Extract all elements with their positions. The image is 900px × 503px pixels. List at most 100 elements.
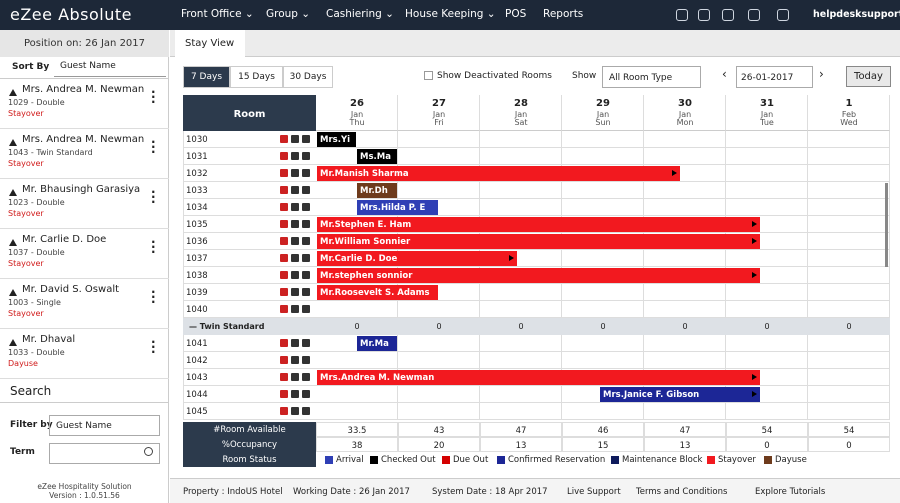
cell[interactable] [808,301,890,318]
prev[interactable]: ‹ [722,67,727,81]
cell[interactable] [398,182,480,199]
cell[interactable] [644,335,726,352]
cell[interactable] [480,148,562,165]
cell[interactable] [726,199,808,216]
nav-item[interactable]: Front Office ⌄ [181,8,254,20]
guest-name[interactable]: Mr. David S. Oswalt [22,284,120,295]
cell[interactable] [316,386,398,403]
cell[interactable] [808,199,890,216]
view-button[interactable]: 7 Days [183,66,230,88]
cell[interactable] [808,182,890,199]
cell[interactable] [316,131,398,148]
cell[interactable] [726,148,808,165]
nav-item[interactable]: Cashiering ⌄ [326,8,394,20]
cell[interactable] [726,131,808,148]
cell[interactable] [808,216,890,233]
cell[interactable] [562,352,644,369]
room-type-select[interactable]: All Room Type [602,66,701,88]
cell[interactable] [808,148,890,165]
top-icon[interactable] [698,9,710,21]
kebab[interactable]: · · · [151,285,156,309]
cell[interactable] [316,335,398,352]
cell[interactable] [562,148,644,165]
nav-item[interactable]: House Keeping ⌄ [405,8,496,20]
cell[interactable] [726,335,808,352]
cell[interactable] [644,301,726,318]
cell[interactable] [562,250,644,267]
cell[interactable] [644,250,726,267]
cell[interactable] [808,352,890,369]
cell[interactable] [726,216,808,233]
cell[interactable] [808,267,890,284]
kebab[interactable]: · · · [151,135,156,159]
cell[interactable] [480,301,562,318]
guest-name[interactable]: Mr. Bhausingh Garasiya [22,184,141,195]
cell[interactable] [398,284,480,301]
cell[interactable] [808,369,890,386]
booking[interactable]: Ms.Ma [357,149,397,164]
next[interactable]: › [819,67,824,81]
cell[interactable] [726,250,808,267]
kebab[interactable]: · · · [151,335,156,359]
term-input[interactable] [49,443,160,464]
status-item[interactable]: Terms and Conditions [636,487,728,497]
cell[interactable] [808,284,890,301]
cell[interactable] [480,352,562,369]
booking[interactable]: Mr.Stephen E. Ham [317,217,760,232]
cell[interactable] [316,352,398,369]
cell[interactable] [398,403,480,420]
top-icon[interactable] [722,9,734,21]
cell[interactable] [480,199,562,216]
cell[interactable] [480,250,562,267]
nav-item[interactable]: Reports [543,8,584,20]
nav-item[interactable]: Group ⌄ [266,8,311,20]
cell[interactable] [808,250,890,267]
cell[interactable] [644,148,726,165]
booking[interactable]: Mrs.Yi [317,132,356,147]
cell[interactable] [726,233,808,250]
nav-item[interactable]: POS [505,8,527,20]
booking[interactable]: Mr.William Sonnier [317,234,760,249]
user-menu[interactable]: helpdesksupport [813,9,900,20]
cell[interactable] [644,165,726,182]
cell[interactable] [808,386,890,403]
tab[interactable]: Stay View [175,30,245,58]
cell[interactable] [480,284,562,301]
cell[interactable] [644,199,726,216]
cell[interactable] [726,165,808,182]
cell[interactable] [398,352,480,369]
date-input[interactable]: 26-01-2017 [736,66,813,88]
guest-name[interactable]: Mrs. Andrea M. Newman [22,84,145,95]
cell[interactable] [398,386,480,403]
cell[interactable] [726,386,808,403]
cell[interactable] [316,403,398,420]
cell[interactable] [398,301,480,318]
cell[interactable] [644,352,726,369]
cell[interactable] [480,386,562,403]
top-icon[interactable] [748,9,760,21]
booking[interactable]: Mrs.Andrea M. Newman [317,370,760,385]
cell[interactable] [726,267,808,284]
cell[interactable] [726,352,808,369]
booking[interactable]: Mr.Ma [357,336,397,351]
cell[interactable] [726,403,808,420]
cell[interactable] [480,403,562,420]
booking[interactable]: Mr.Dh [357,183,397,198]
cell[interactable] [562,301,644,318]
view-button[interactable]: 15 Days [230,66,283,88]
cell[interactable] [480,335,562,352]
cell[interactable] [562,403,644,420]
cell[interactable] [808,403,890,420]
booking[interactable]: Mr.Carlie D. Doe [317,251,517,266]
cell[interactable] [562,335,644,352]
cell[interactable] [316,182,398,199]
kebab[interactable]: · · · [151,85,156,109]
cell[interactable] [398,131,480,148]
cell[interactable] [562,284,644,301]
checkbox[interactable] [424,71,433,80]
cell[interactable] [644,182,726,199]
today-button[interactable]: Today [846,66,891,87]
cell[interactable] [480,182,562,199]
cell[interactable] [398,335,480,352]
cell[interactable] [562,199,644,216]
